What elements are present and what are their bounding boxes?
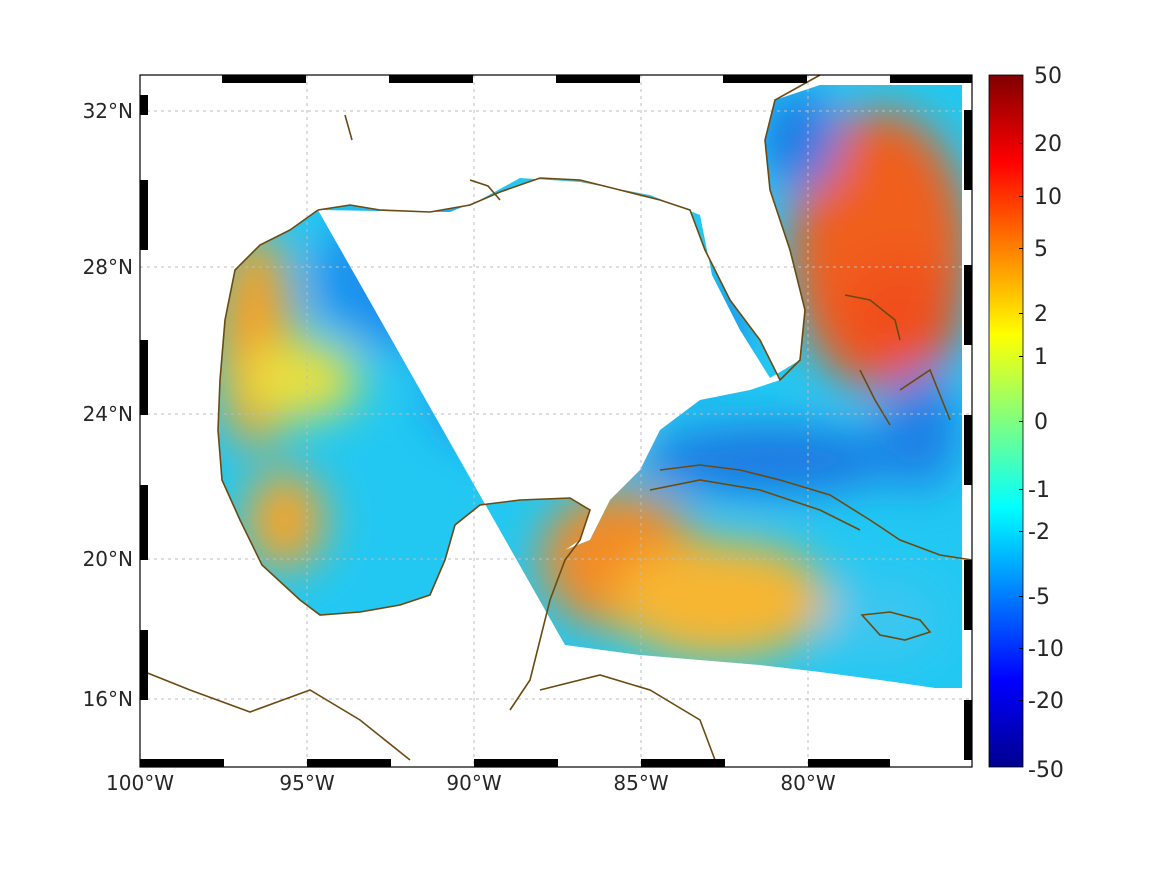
y-tick-label: 24°N — [83, 402, 133, 426]
y-tick-label: 16°N — [83, 687, 133, 711]
x-tick-label: 95°W — [279, 771, 334, 795]
colorbar-label: 2 — [1034, 302, 1048, 327]
grid-lines — [140, 75, 972, 767]
colorbar-label: -50 — [1028, 758, 1064, 783]
colorbar-gradient — [989, 75, 1023, 767]
colorbar-label: 20 — [1034, 132, 1062, 157]
colorbar-label: -1 — [1028, 478, 1050, 503]
x-axis-ticks: 100°W 95°W 90°W 85°W 80°W — [106, 771, 836, 795]
colorbar: 50 20 10 5 2 1 0 -1 -2 -5 -10 -20 -50 — [988, 64, 1064, 783]
colorbar-label: 5 — [1034, 237, 1048, 262]
y-tick-label: 28°N — [83, 255, 133, 279]
y-axis-ticks: 32°N 28°N 24°N 20°N 16°N — [83, 99, 133, 711]
colorbar-label: -20 — [1028, 689, 1064, 714]
colorbar-label: -2 — [1028, 520, 1050, 545]
x-tick-label: 100°W — [106, 771, 174, 795]
colorbar-label: 0 — [1034, 410, 1048, 435]
colorbar-label: -5 — [1028, 585, 1050, 610]
x-tick-label: 85°W — [613, 771, 668, 795]
y-tick-label: 32°N — [83, 99, 133, 123]
colorbar-label: -10 — [1028, 637, 1064, 662]
map-frame — [139, 74, 973, 768]
colorbar-label: 50 — [1034, 64, 1062, 89]
colorbar-label: 1 — [1034, 345, 1048, 370]
x-tick-label: 90°W — [446, 771, 501, 795]
x-tick-label: 80°W — [780, 771, 835, 795]
coastlines — [139, 74, 973, 761]
y-tick-label: 20°N — [83, 547, 133, 571]
colorbar-label: 10 — [1034, 185, 1062, 210]
